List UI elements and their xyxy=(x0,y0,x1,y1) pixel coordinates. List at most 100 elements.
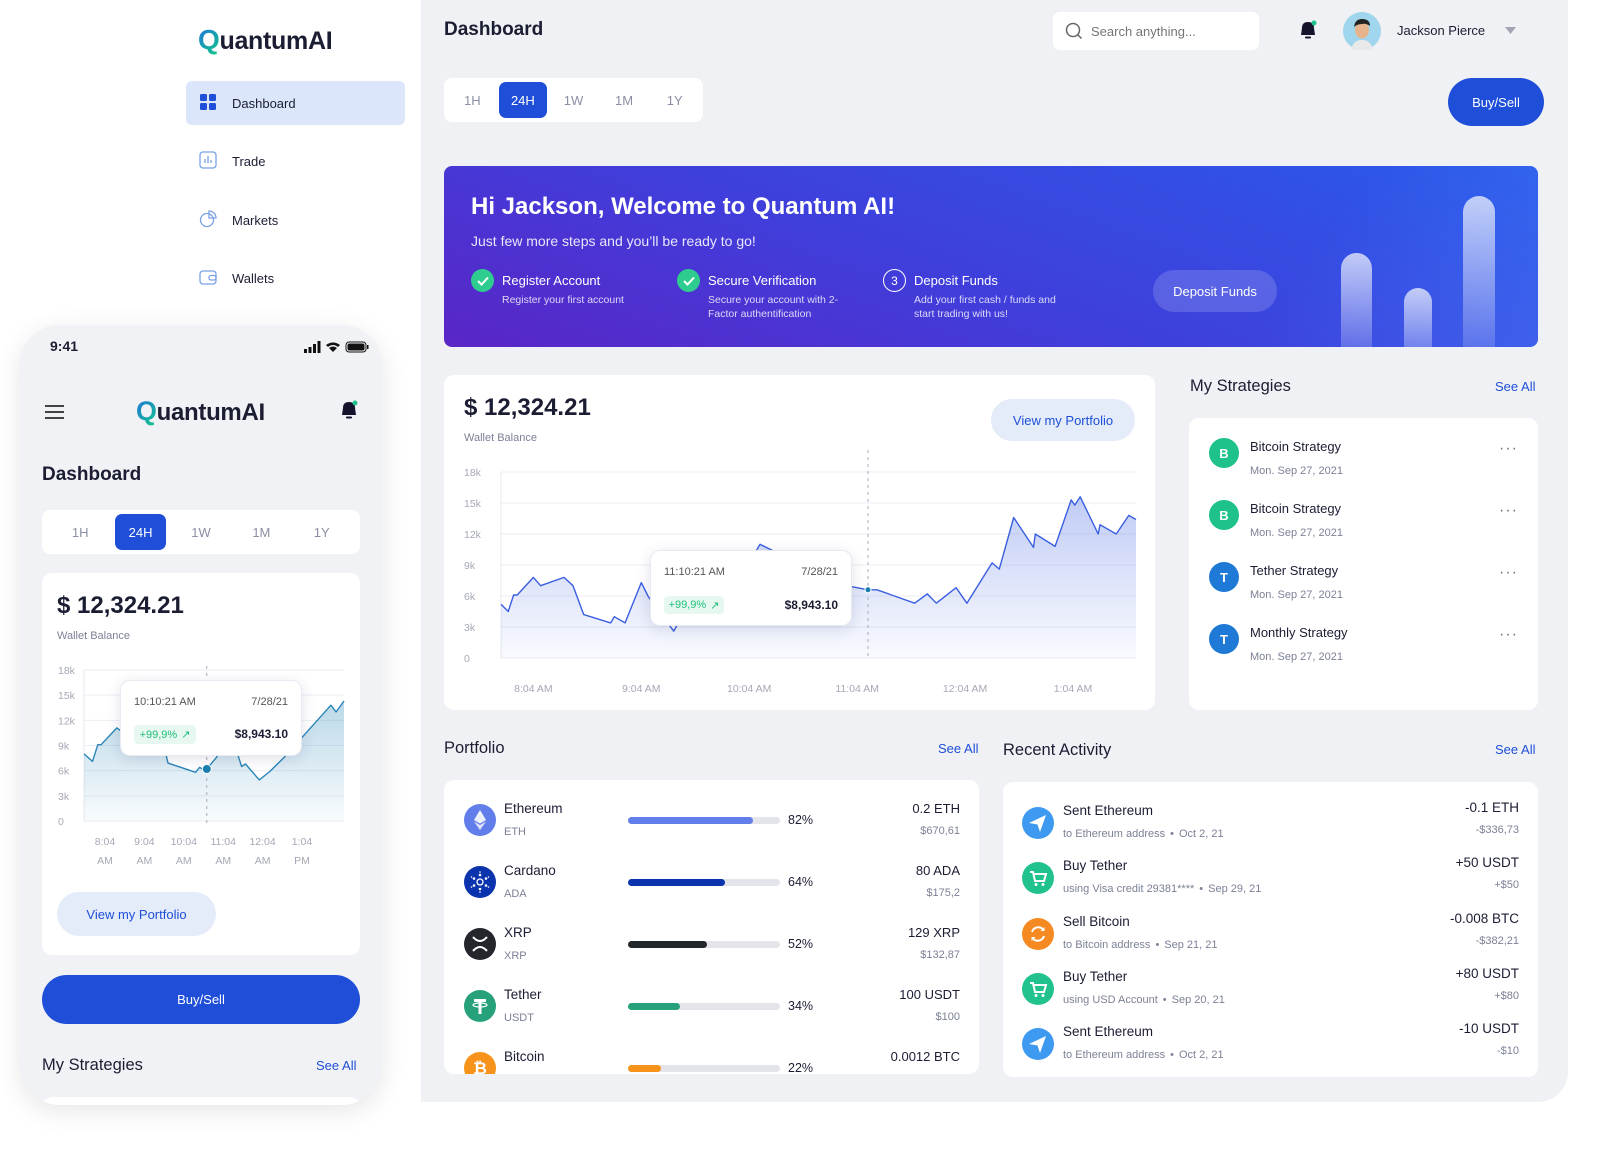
chevron-down-icon[interactable] xyxy=(1505,27,1516,35)
mobile-tab-1w[interactable]: 1W xyxy=(191,524,211,540)
sidebar-item-wallets[interactable]: Wallets xyxy=(186,257,405,301)
asset-ticker: XRP xyxy=(504,950,527,962)
tooltip-value: $8,943.10 xyxy=(234,727,288,741)
deposit-funds-button[interactable]: Deposit Funds xyxy=(1153,270,1277,312)
strategy-name[interactable]: Monthly Strategy xyxy=(1250,625,1348,640)
activity-amount: -0.1 ETH xyxy=(1464,800,1519,815)
mobile-view-portfolio-button[interactable]: View my Portfolio xyxy=(57,892,216,936)
sidebar-item-label: Markets xyxy=(232,212,279,228)
sidebar-item-trade[interactable]: Trade xyxy=(186,140,405,184)
x-tick-label: 12:04 AM xyxy=(943,683,987,695)
mobile-strategies-card xyxy=(42,1097,360,1105)
asset-name[interactable]: Ethereum xyxy=(504,801,563,816)
mobile-tab-24h[interactable]: 24H xyxy=(115,514,167,550)
view-portfolio-button[interactable]: View my Portfolio xyxy=(991,399,1135,441)
search-box[interactable] xyxy=(1053,12,1259,50)
activity-date: Sep 21, 21 xyxy=(1164,938,1218,951)
strategies-title: My Strategies xyxy=(1190,377,1291,395)
mobile-tab-1m[interactable]: 1M xyxy=(252,524,271,540)
more-options-icon[interactable]: ··· xyxy=(1499,564,1518,581)
separator-dot: • xyxy=(1170,1049,1174,1062)
y-tick-label: 0 xyxy=(58,816,64,828)
allocation-bar-fill xyxy=(628,879,726,886)
strategies-see-all[interactable]: See All xyxy=(1495,379,1536,394)
page-title: Dashboard xyxy=(444,19,544,40)
tooltip-time: 11:10:21 AM xyxy=(664,566,725,578)
asset-name[interactable]: Tether xyxy=(504,987,542,1002)
allocation-bar xyxy=(628,1003,780,1010)
strategy-name[interactable]: Bitcoin Strategy xyxy=(1250,501,1342,516)
allocation-percent: 64% xyxy=(788,875,814,889)
strategy-name[interactable]: Tether Strategy xyxy=(1250,563,1339,578)
activity-see-all[interactable]: See All xyxy=(1495,742,1536,757)
mobile-tab-1h[interactable]: 1H xyxy=(71,524,89,540)
allocation-bar xyxy=(628,879,780,886)
asset-usd-value: $132,87 xyxy=(920,949,960,961)
activity-subtitle: to Ethereum address • Oct 2, 21 xyxy=(1063,828,1224,840)
asset-name[interactable]: Cardano xyxy=(504,863,556,878)
strategy-icon: B xyxy=(1209,500,1239,530)
tab-1h[interactable]: 1H xyxy=(463,92,481,108)
notification-bell-icon[interactable] xyxy=(1297,19,1319,41)
y-tick-label: 12k xyxy=(464,529,482,541)
user-name[interactable]: Jackson Pierce xyxy=(1397,23,1486,38)
brand-logo: QuantumAI xyxy=(198,24,333,55)
x-tick-label: 9:04 AM xyxy=(134,836,155,867)
activity-title[interactable]: Sent Ethereum xyxy=(1063,803,1154,818)
mobile-tab-1y[interactable]: 1Y xyxy=(313,524,330,540)
strategy-name[interactable]: Bitcoin Strategy xyxy=(1250,439,1342,454)
avatar[interactable] xyxy=(1343,12,1381,50)
asset-name[interactable]: XRP xyxy=(504,925,532,940)
buy-sell-button[interactable]: Buy/Sell xyxy=(1448,78,1544,126)
tab-1m[interactable]: 1M xyxy=(615,92,634,108)
mobile-page-title: Dashboard xyxy=(42,464,142,485)
search-input[interactable] xyxy=(1091,23,1241,39)
y-tick-label: 15k xyxy=(58,690,76,702)
sidebar-item-markets[interactable]: Markets xyxy=(186,198,405,242)
tab-1w[interactable]: 1W xyxy=(563,92,584,108)
mobile-strategies-see-all[interactable]: See All xyxy=(316,1058,357,1073)
asset-name[interactable]: Bitcoin xyxy=(504,1049,545,1064)
x-tick-label: 8:04 AM xyxy=(514,683,553,695)
tab-1y[interactable]: 1Y xyxy=(666,92,683,108)
mobile-buy-sell-button[interactable]: Buy/Sell xyxy=(42,975,360,1024)
x-tick-line: AM xyxy=(255,855,271,867)
asset-amount: 0.0012 BTC xyxy=(890,1049,960,1064)
mobile-preview: 9:41 QuantumAI Dashboard 1H 24H 1W 1M 1Y $ 1… xyxy=(20,325,382,1105)
activity-title[interactable]: Buy Tether xyxy=(1063,968,1128,984)
status-icons xyxy=(304,341,369,353)
activity-date: Sep 20, 21 xyxy=(1171,993,1225,1006)
more-options-icon[interactable]: ··· xyxy=(1499,502,1518,519)
ethereum-icon xyxy=(464,804,496,836)
mobile-strategies-title: My Strategies xyxy=(42,1056,143,1074)
allocation-bar-fill xyxy=(628,1003,680,1010)
sidebar-item-dashboard[interactable]: Dashboard xyxy=(186,81,405,125)
arrow-up-right-icon: ↗ xyxy=(710,599,720,612)
activity-title[interactable]: Sell Bitcoin xyxy=(1063,913,1130,929)
tab-24h[interactable]: 24H xyxy=(498,82,548,118)
dashboard-icon xyxy=(199,93,217,114)
more-options-icon[interactable]: ··· xyxy=(1499,440,1518,457)
mobile-bell-icon[interactable] xyxy=(338,399,360,421)
x-tick-label: 10:04 AM xyxy=(171,836,197,867)
y-tick-label: 12k xyxy=(58,715,76,727)
step-description: Secure your account with 2-Factor authen… xyxy=(708,294,839,320)
menu-icon[interactable] xyxy=(45,405,64,419)
allocation-bar xyxy=(628,941,780,948)
asset-ticker: ADA xyxy=(504,888,527,900)
tooltip-date: 7/28/21 xyxy=(801,566,838,578)
activity-title[interactable]: Sent Ethereum xyxy=(1063,1024,1154,1040)
portfolio-card: Ethereum ETH 82% 0.2 ETH $670,61 Cardano ADA 64… xyxy=(444,780,979,1074)
more-options-icon[interactable]: ··· xyxy=(1499,626,1518,643)
y-tick-label: 15k xyxy=(464,498,482,510)
x-tick-line: 9:04 xyxy=(134,836,155,848)
activity-title[interactable]: Buy Tether xyxy=(1063,858,1128,874)
activity-title: Recent Activity xyxy=(1003,741,1112,759)
portfolio-see-all[interactable]: See All xyxy=(938,741,979,756)
exchange-icon xyxy=(1022,917,1054,950)
banner-bar-decoration xyxy=(1463,196,1495,347)
asset-usd-value: $175,2 xyxy=(926,887,960,899)
x-tick-line: AM xyxy=(215,855,231,867)
x-tick-label: 1:04 AM xyxy=(1054,683,1093,695)
